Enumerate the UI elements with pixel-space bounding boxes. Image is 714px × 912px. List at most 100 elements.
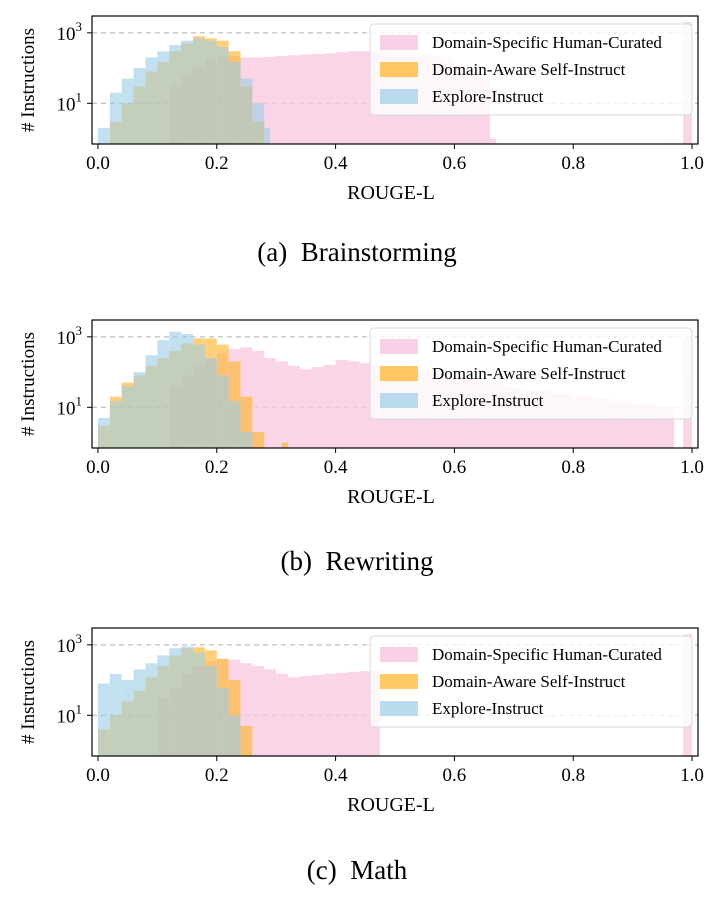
histogram-bar — [359, 363, 372, 448]
x-axis: 0.0 0.2 0.4 0.6 0.8 1.0 — [86, 448, 704, 478]
histogram-bar — [193, 38, 205, 144]
histogram-bar — [323, 673, 336, 756]
histogram-bar — [347, 671, 360, 756]
histogram-bar — [335, 359, 348, 448]
panel-brainstorming: 0.0 0.2 0.4 0.6 0.8 1.0 ROUGE-L 101 103 # Instruc… — [0, 0, 714, 300]
histogram-bar — [216, 46, 229, 144]
caption-label: (a) — [257, 237, 288, 267]
y-axis: 101 103 — [57, 19, 92, 115]
histogram-bar — [264, 127, 271, 144]
histogram-bar — [573, 396, 586, 448]
plot-frame — [91, 15, 699, 145]
histogram-bar — [240, 725, 253, 756]
x-tick-label: 0.0 — [86, 153, 110, 174]
caption-title: Math — [350, 855, 408, 885]
legend-item: Domain-Specific Human-Curated — [380, 337, 662, 356]
histogram-bar — [288, 365, 300, 448]
histogram-bar — [157, 655, 170, 756]
histogram-bar — [204, 358, 217, 448]
histogram-bar — [109, 92, 122, 144]
legend-box — [369, 23, 693, 116]
histogram-bar — [252, 431, 265, 448]
histogram-bar — [264, 669, 277, 756]
legend-swatch — [380, 339, 418, 354]
histogram-bar — [228, 715, 241, 756]
histogram-bar — [97, 683, 110, 756]
histogram-bar — [608, 401, 621, 448]
series-explore-instruct — [97, 38, 271, 144]
chart-brainstorming: 0.0 0.2 0.4 0.6 0.8 1.0 ROUGE-L 101 103 # Instruc… — [18, 15, 704, 204]
histogram-bar — [299, 676, 312, 756]
histogram-bar — [311, 366, 324, 448]
legend-swatch — [380, 393, 418, 408]
histogram-bar — [145, 355, 158, 448]
histogram-bar — [644, 404, 657, 448]
y-axis-label: # Instructions — [18, 332, 39, 436]
legend-label: Domain-Specific Human-Curated — [432, 33, 662, 52]
x-axis-label: ROUGE-L — [347, 794, 435, 816]
legend-label: Explore-Instruct — [432, 391, 544, 410]
histogram-bar — [656, 407, 669, 448]
histogram-bar — [335, 672, 348, 756]
legend-box — [369, 635, 693, 728]
histogram-bar — [133, 669, 146, 756]
legend-item: Domain-Specific Human-Curated — [380, 645, 662, 664]
legend-label: Explore-Instruct — [432, 699, 544, 718]
caption-title: Brainstorming — [300, 237, 457, 267]
plot-frame — [91, 319, 699, 449]
histogram-bar — [169, 648, 182, 756]
x-axis: 0.0 0.2 0.4 0.6 0.8 1.0 — [86, 756, 704, 786]
legend-label: Domain-Aware Self-Instruct — [432, 60, 626, 79]
x-tick-label: 0.0 — [86, 765, 110, 786]
histogram-bar — [97, 417, 110, 448]
histogram-bar — [121, 78, 134, 144]
y-axis: 101 103 — [57, 323, 92, 419]
x-tick-label: 0.8 — [561, 765, 585, 786]
panel-math: 0.0 0.2 0.4 0.6 0.8 1.0 ROUGE-L 101 103 # Instruc… — [0, 612, 714, 912]
x-tick-label: 0.6 — [443, 765, 467, 786]
histogram-bar — [133, 68, 146, 144]
histogram-bar — [288, 55, 300, 144]
histogram-bar — [228, 61, 241, 144]
histogram-bar — [240, 431, 253, 448]
histogram-bar — [323, 53, 336, 145]
histogram-bar — [157, 51, 170, 144]
histogram-bar — [109, 401, 122, 448]
histogram-bar — [311, 54, 324, 144]
histogram-bar — [252, 103, 265, 144]
caption-label: (b) — [280, 546, 312, 576]
histogram-bar — [264, 358, 277, 448]
histogram-bar — [632, 404, 645, 448]
x-axis: 0.0 0.2 0.4 0.6 0.8 1.0 — [86, 144, 704, 174]
panel-rewriting: 0.0 0.2 0.4 0.6 0.8 1.0 ROUGE-L 101 103 # Instruc… — [0, 304, 714, 604]
histogram-bar — [299, 54, 312, 144]
legend-label: Domain-Specific Human-Curated — [432, 337, 662, 356]
x-tick-label: 0.2 — [205, 765, 229, 786]
caption-label: (c) — [306, 855, 337, 885]
histogram-bar — [264, 56, 277, 145]
histogram-bar — [288, 677, 300, 756]
legend-label: Domain-Specific Human-Curated — [432, 645, 662, 664]
y-axis-label: # Instructions — [18, 640, 39, 744]
caption-rewriting: (b) Rewriting — [0, 546, 714, 577]
y-tick-label: 101 — [57, 701, 83, 727]
x-tick-label: 0.2 — [205, 153, 229, 174]
x-tick-label: 0.6 — [443, 457, 467, 478]
legend-label: Domain-Aware Self-Instruct — [432, 364, 626, 383]
histogram-bar — [549, 393, 562, 448]
x-tick-label: 0.4 — [324, 153, 348, 174]
y-tick-label: 101 — [57, 89, 83, 115]
histogram-bar — [311, 674, 324, 756]
x-tick-label: 0.4 — [324, 765, 348, 786]
caption-brainstorming: (a) Brainstorming — [0, 237, 714, 268]
legend: Domain-Specific Human-Curated Domain-Awar… — [369, 635, 693, 728]
histogram-bar — [181, 334, 193, 448]
histogram-bar — [282, 442, 289, 448]
chart-rewriting: 0.0 0.2 0.4 0.6 0.8 1.0 ROUGE-L 101 103 # Instruc… — [18, 319, 704, 508]
legend-swatch — [380, 366, 418, 381]
histogram-bar — [216, 687, 229, 756]
legend-swatch — [380, 701, 418, 716]
x-axis-label: ROUGE-L — [347, 182, 435, 204]
histogram-bar — [121, 680, 134, 756]
